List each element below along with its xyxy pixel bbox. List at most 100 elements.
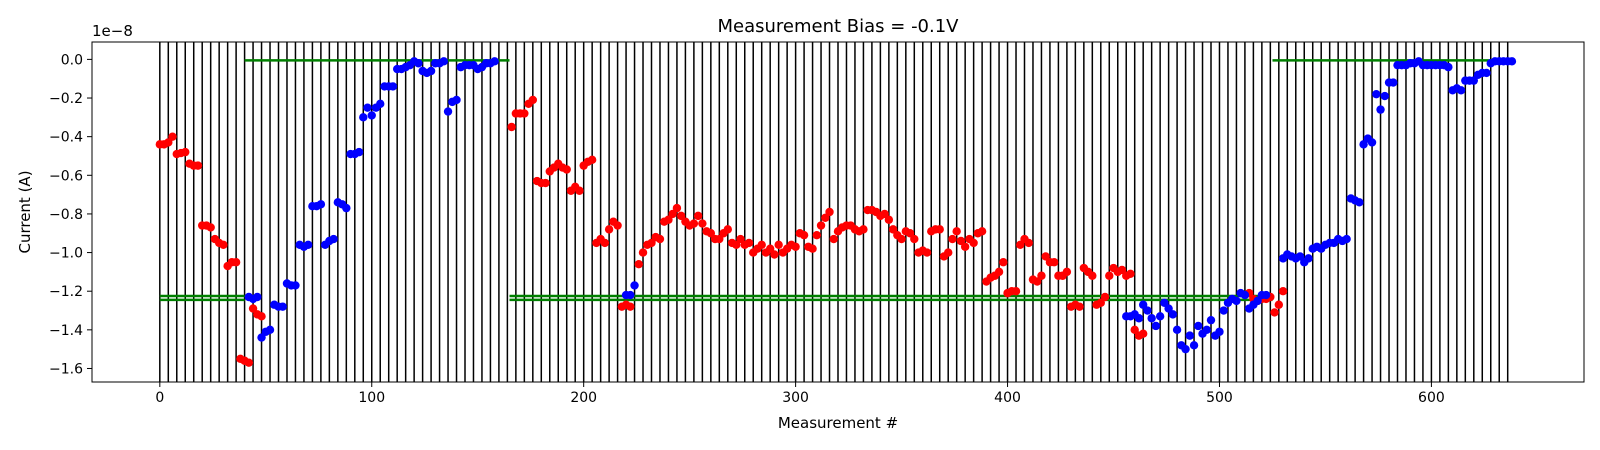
data-point-blue	[1444, 62, 1453, 72]
y-axis: 0.0 −0.2 −0.4 −0.6 −0.8 −1.0 −1.2 −1.4 −1.6	[49, 52, 92, 377]
data-point-blue	[1202, 325, 1211, 335]
data-point-red	[1062, 267, 1072, 277]
data-point-red	[977, 227, 987, 236]
data-point-red	[1033, 277, 1042, 286]
data-point-red	[770, 250, 779, 259]
data-point-blue	[1367, 138, 1377, 147]
data-point-red	[1100, 292, 1110, 302]
data-point-red	[600, 238, 610, 248]
data-point-blue	[1469, 76, 1478, 85]
y-tick-label: −0.8	[49, 207, 83, 223]
data-point-blue	[414, 59, 423, 68]
data-point-red	[744, 238, 754, 248]
data-point-blue	[426, 66, 436, 76]
y-offset-label: 1e−8	[92, 22, 133, 40]
data-point-blue	[630, 281, 639, 290]
data-point-red	[715, 234, 724, 244]
data-point-red	[541, 178, 550, 188]
data-point-red	[765, 244, 775, 253]
data-point-blue	[1482, 68, 1491, 78]
data-point-blue	[354, 147, 364, 157]
data-point-red	[528, 95, 538, 105]
data-point-red	[1011, 287, 1021, 296]
data-point-red	[723, 225, 732, 234]
data-point-blue	[1138, 300, 1148, 309]
data-point-red	[1024, 238, 1033, 248]
data-point-red	[774, 240, 783, 250]
data-point-red	[672, 203, 682, 213]
x-tick-label: 300	[782, 390, 809, 406]
data-point-red	[520, 109, 529, 118]
data-point-red	[1088, 271, 1097, 280]
x-tick-label: 600	[1418, 390, 1445, 406]
data-point-red	[219, 240, 228, 250]
data-point-red	[706, 229, 716, 238]
plot-frame	[91, 41, 1585, 383]
data-point-red	[164, 138, 173, 147]
data-point-blue	[1456, 86, 1466, 95]
data-point-blue	[1189, 341, 1199, 350]
data-point-red	[1270, 308, 1279, 317]
data-point-blue	[1164, 304, 1173, 313]
data-point-red	[647, 238, 656, 248]
x-tick-label: 400	[994, 390, 1021, 406]
data-point-red	[1278, 287, 1288, 296]
data-point-red	[1096, 298, 1105, 307]
data-point-red	[922, 248, 932, 257]
x-axis-label: Measurement #	[778, 414, 898, 432]
data-point-blue	[1389, 78, 1398, 87]
data-point-red	[507, 122, 516, 132]
data-point-red	[808, 244, 817, 253]
data-point-red	[816, 221, 826, 230]
vertical-line-group	[159, 42, 1509, 382]
data-point-red	[248, 304, 258, 313]
data-point-blue	[253, 292, 262, 302]
data-point-red	[791, 242, 800, 251]
y-tick-label: −1.0	[49, 246, 83, 262]
data-point-red	[587, 155, 597, 165]
data-point-red	[880, 209, 889, 219]
data-point-red	[1049, 258, 1059, 267]
data-point-red	[910, 234, 919, 244]
y-tick-label: 0.0	[61, 52, 83, 68]
data-point-blue	[439, 57, 449, 66]
data-point-blue	[1168, 310, 1178, 319]
data-point-red	[960, 242, 970, 251]
data-point-blue	[1147, 314, 1156, 323]
data-point-red	[244, 358, 254, 367]
data-point-red	[257, 312, 266, 321]
data-point-red	[668, 209, 677, 219]
data-point-red	[999, 258, 1008, 267]
data-point-blue	[490, 57, 499, 66]
data-point-red	[821, 213, 830, 222]
data-point-blue	[452, 95, 461, 105]
data-point-red	[698, 219, 707, 228]
data-point-blue	[1151, 321, 1161, 331]
green-reference-lines	[159, 59, 1510, 302]
data-point-blue	[1304, 254, 1313, 263]
data-point-red	[604, 225, 614, 234]
data-point-red	[757, 240, 766, 250]
data-point-red	[1117, 265, 1127, 275]
data-point-red	[825, 207, 834, 217]
data-point-blue	[1134, 314, 1144, 323]
data-point-blue	[1359, 140, 1368, 149]
data-point-red	[676, 211, 686, 221]
data-point-red	[1075, 302, 1084, 311]
data-point-blue	[1155, 312, 1165, 321]
data-point-red	[689, 219, 699, 228]
data-point-red	[948, 234, 957, 244]
data-point-red	[1138, 329, 1148, 338]
data-point-blue	[1160, 298, 1169, 307]
y-axis-label: Current (A)	[16, 170, 34, 253]
y-tick-label: −0.2	[49, 91, 83, 107]
data-point-blue	[1215, 327, 1224, 336]
data-point-blue	[1181, 344, 1190, 354]
y-tick-label: −1.6	[49, 361, 83, 377]
data-point-blue	[1380, 91, 1389, 101]
data-point-red	[969, 238, 978, 248]
data-point-red	[231, 258, 241, 267]
data-points	[155, 57, 1517, 367]
data-point-red	[1105, 271, 1114, 280]
